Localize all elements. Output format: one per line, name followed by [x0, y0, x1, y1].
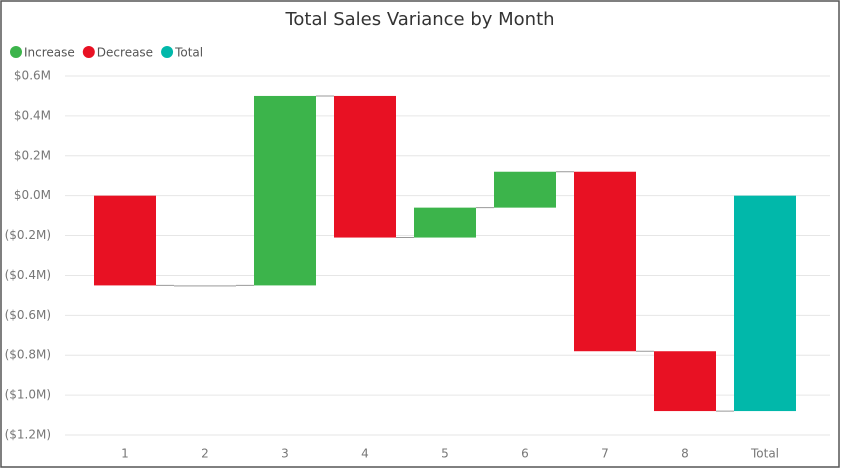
bar: [334, 95, 396, 238]
y-tick-label: ($1.0M): [5, 388, 51, 402]
bar: [734, 195, 796, 412]
legend-label: Total: [174, 46, 203, 60]
y-tick-label: ($0.6M): [5, 308, 51, 322]
bar: [574, 171, 636, 352]
legend-marker: [82, 46, 95, 58]
x-tick-label: 5: [441, 447, 449, 461]
bar: [414, 207, 476, 238]
y-tick-label: $0.4M: [14, 108, 51, 122]
legend-label: Decrease: [97, 46, 153, 60]
x-tick-label: 1: [121, 447, 129, 461]
y-tick-label: $0.2M: [14, 148, 51, 162]
bar: [174, 285, 236, 287]
legend-marker: [161, 46, 174, 58]
x-tick-label: Total: [750, 447, 779, 461]
y-tick-label: ($0.4M): [5, 268, 51, 282]
bar: [254, 95, 316, 286]
x-tick-label: 6: [521, 447, 529, 461]
y-tick-label: $0.0M: [14, 188, 51, 202]
y-tick-label: ($0.8M): [5, 348, 51, 362]
y-tick-label: ($0.2M): [5, 228, 51, 242]
x-tick-label: 3: [281, 447, 289, 461]
chart-title: Total Sales Variance by Month: [284, 9, 554, 30]
bar: [494, 171, 556, 208]
x-tick-label: 8: [681, 447, 689, 461]
y-tick-label: ($1.2M): [5, 428, 51, 442]
bar: [94, 195, 156, 286]
x-tick-label: 7: [601, 447, 609, 461]
bar: [654, 351, 716, 412]
legend-label: Increase: [24, 46, 75, 60]
y-tick-label: $0.6M: [14, 69, 51, 83]
x-tick-label: 2: [201, 447, 209, 461]
x-tick-label: 4: [361, 447, 369, 461]
legend-marker: [10, 46, 22, 58]
